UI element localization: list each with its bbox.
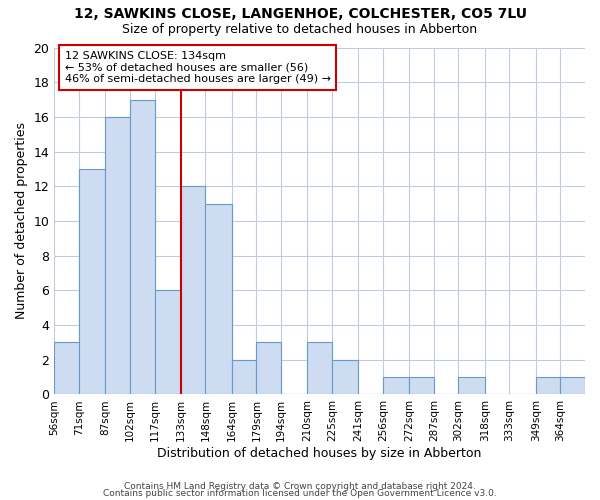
Bar — [155, 290, 181, 395]
Bar — [383, 377, 409, 394]
Bar — [560, 377, 585, 394]
Text: Contains public sector information licensed under the Open Government Licence v3: Contains public sector information licen… — [103, 490, 497, 498]
Bar — [536, 377, 560, 394]
Text: 12 SAWKINS CLOSE: 134sqm
← 53% of detached houses are smaller (56)
46% of semi-d: 12 SAWKINS CLOSE: 134sqm ← 53% of detach… — [65, 51, 331, 84]
Bar — [54, 342, 79, 394]
Text: Contains HM Land Registry data © Crown copyright and database right 2024.: Contains HM Land Registry data © Crown c… — [124, 482, 476, 491]
Bar — [332, 360, 358, 394]
Bar — [409, 377, 434, 394]
Bar — [79, 169, 105, 394]
Text: 12, SAWKINS CLOSE, LANGENHOE, COLCHESTER, CO5 7LU: 12, SAWKINS CLOSE, LANGENHOE, COLCHESTER… — [74, 8, 527, 22]
Bar — [232, 360, 256, 394]
X-axis label: Distribution of detached houses by size in Abberton: Distribution of detached houses by size … — [157, 447, 482, 460]
Bar — [458, 377, 485, 394]
Bar — [130, 100, 155, 395]
Bar — [181, 186, 205, 394]
Bar — [256, 342, 281, 394]
Bar — [205, 204, 232, 394]
Bar — [307, 342, 332, 394]
Bar — [105, 117, 130, 394]
Y-axis label: Number of detached properties: Number of detached properties — [15, 122, 28, 320]
Text: Size of property relative to detached houses in Abberton: Size of property relative to detached ho… — [122, 22, 478, 36]
